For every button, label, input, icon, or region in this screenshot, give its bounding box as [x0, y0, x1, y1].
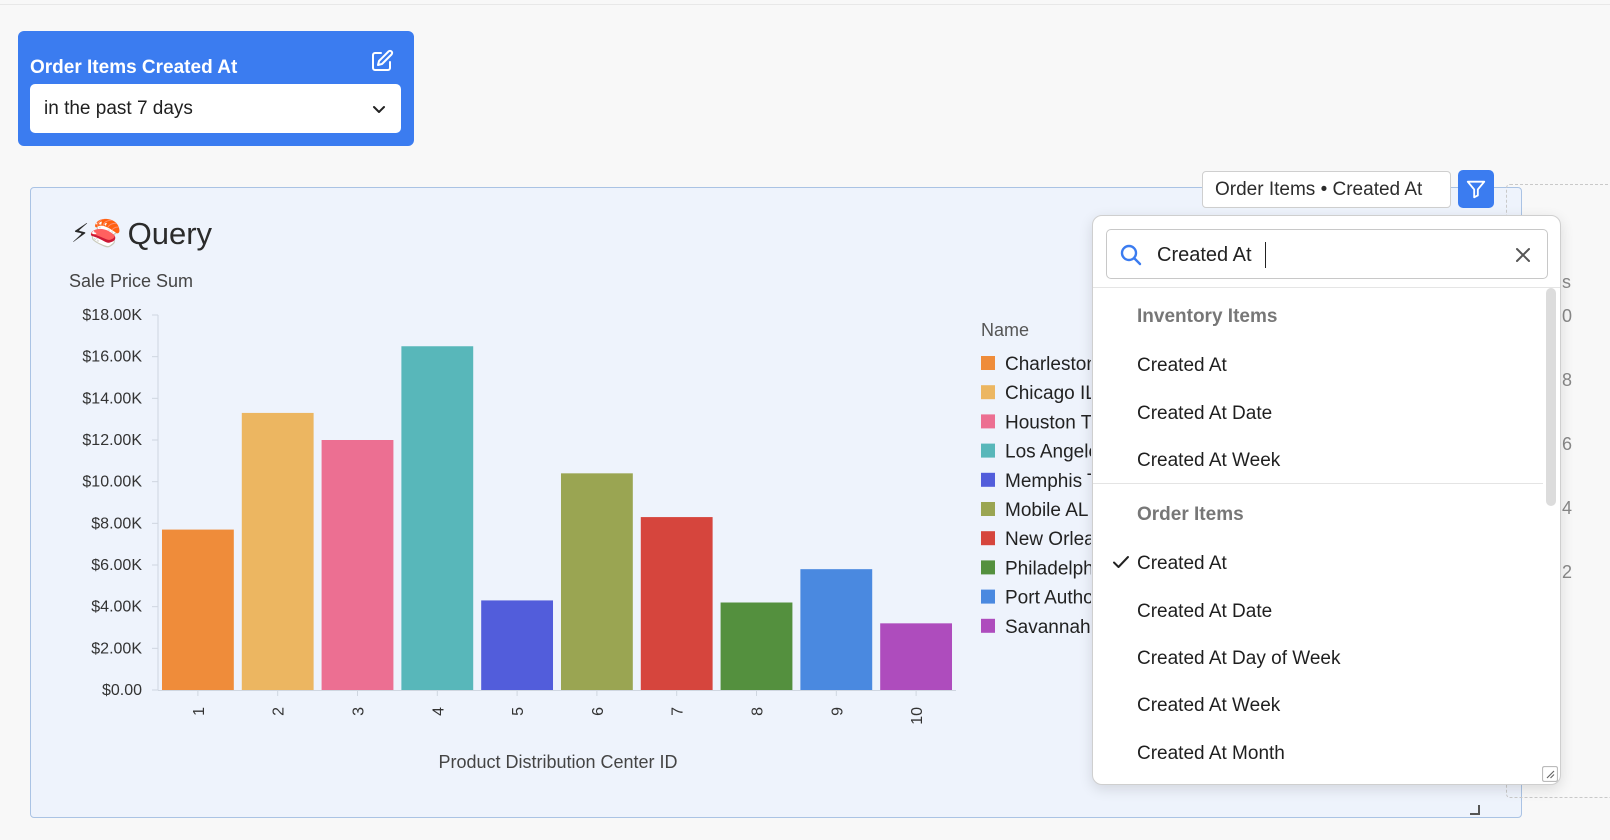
- x-axis: 1 2 3 4 5 6 7 8 9 10: [158, 690, 956, 725]
- x-tick-label: 8: [750, 707, 767, 716]
- option-inventory-created-at[interactable]: Created At: [1137, 355, 1227, 376]
- legend-swatch: [981, 356, 995, 370]
- field-search-input[interactable]: [1157, 241, 1497, 269]
- x-tick-label: 5: [510, 707, 527, 716]
- filter-widget: Order Items Created At in the past 7 day…: [18, 31, 414, 146]
- y-axis-title: Sale Price Sum: [69, 271, 193, 291]
- option-order-created-at-date[interactable]: Created At Date: [1137, 601, 1273, 622]
- y-tick-label: $14.00K: [82, 390, 142, 407]
- divider: [1093, 483, 1543, 484]
- divider: [1093, 287, 1560, 288]
- bar[interactable]: [560, 473, 633, 690]
- edge-text: 0: [1562, 306, 1573, 326]
- legend-swatch: [981, 502, 995, 516]
- x-tick-label: 1: [191, 707, 208, 716]
- bar[interactable]: [161, 529, 234, 690]
- legend-label[interactable]: Savannah: [1005, 617, 1091, 638]
- edge-text: s: [1562, 272, 1571, 292]
- field-picker-popover: Inventory Items Created At Created At Da…: [1092, 215, 1561, 785]
- resize-handle[interactable]: [1470, 805, 1480, 815]
- y-tick-label: $18.00K: [82, 307, 142, 324]
- date-range-value: in the past 7 days: [44, 98, 193, 119]
- y-tick-label: $12.00K: [82, 432, 142, 449]
- bars: [161, 346, 953, 691]
- y-tick-label: $0.00: [102, 682, 142, 699]
- legend-swatch: [981, 414, 995, 429]
- group-header-inventory-items: Inventory Items: [1137, 306, 1278, 327]
- check-icon: [1113, 556, 1129, 568]
- question-title-emoji: ⚡🍣: [71, 219, 122, 249]
- legend-label[interactable]: Philadelphia: [1005, 558, 1091, 579]
- question-title-text: Query: [127, 216, 213, 251]
- bar[interactable]: [481, 600, 554, 690]
- x-tick-label: 6: [590, 707, 607, 716]
- option-order-created-at-month[interactable]: Created At Month: [1137, 743, 1285, 764]
- y-tick-label: $8.00K: [91, 515, 142, 532]
- option-inventory-created-at-date[interactable]: Created At Date: [1137, 403, 1273, 424]
- x-tick-label: 3: [351, 707, 368, 716]
- filter-button[interactable]: [1458, 170, 1494, 208]
- legend: Charleston Chicago IL Houston TX Los Angele…: [981, 354, 1091, 638]
- x-tick-label: 9: [829, 707, 846, 716]
- legend-label[interactable]: Houston TX: [1005, 412, 1091, 433]
- legend-title: Name: [981, 320, 1029, 340]
- y-tick-label: $4.00K: [91, 599, 142, 616]
- field-search-box[interactable]: [1106, 229, 1548, 279]
- option-inventory-created-at-week[interactable]: Created At Week: [1137, 450, 1281, 471]
- edge-text: 4: [1562, 498, 1573, 518]
- legend-label[interactable]: Port Authority: [1005, 588, 1091, 609]
- legend-swatch: [981, 531, 995, 546]
- bar[interactable]: [241, 412, 314, 690]
- active-filter-badge[interactable]: Order Items • Created At: [1202, 171, 1451, 208]
- legend-swatch: [981, 385, 995, 400]
- option-order-created-at[interactable]: Created At: [1137, 553, 1227, 574]
- y-axis: $0.00 $2.00K $4.00K $6.00K $8.00K $10.00K $12.…: [82, 307, 159, 699]
- x-tick-label: 4: [430, 707, 447, 716]
- edit-icon[interactable]: [370, 49, 394, 73]
- edge-text: 6: [1562, 434, 1573, 454]
- legend-label[interactable]: Memphis TN: [1005, 471, 1091, 492]
- option-order-created-at-day-of-week[interactable]: Created At Day of Week: [1137, 648, 1341, 669]
- legend-swatch: [981, 472, 995, 487]
- x-tick-label: 2: [271, 707, 288, 716]
- y-tick-label: $6.00K: [91, 557, 142, 574]
- chevron-down-icon: [373, 106, 385, 113]
- bar[interactable]: [401, 346, 474, 690]
- funnel-icon: [1466, 180, 1486, 199]
- search-icon: [1120, 244, 1142, 266]
- question-title[interactable]: ⚡🍣 Query: [71, 216, 212, 252]
- bar[interactable]: [321, 440, 394, 690]
- option-order-created-at-week[interactable]: Created At Week: [1137, 695, 1281, 716]
- y-tick-label: $2.00K: [91, 640, 142, 657]
- resize-grip-icon[interactable]: [1542, 766, 1558, 782]
- x-tick-label: 7: [670, 707, 687, 716]
- y-tick-label: $16.00K: [82, 349, 142, 366]
- x-axis-title: Product Distribution Center ID: [438, 752, 677, 772]
- close-icon[interactable]: [1513, 245, 1533, 265]
- legend-label[interactable]: Mobile AL: [1005, 500, 1088, 521]
- legend-swatch: [981, 443, 995, 458]
- legend-swatch: [981, 589, 995, 604]
- y-tick-label: $10.00K: [82, 474, 142, 491]
- scrollbar[interactable]: [1546, 288, 1556, 506]
- edge-text: 8: [1562, 370, 1573, 390]
- edge-text: 2: [1562, 562, 1573, 582]
- bar-chart: Sale Price Sum Product Distribution Cent…: [69, 271, 1091, 772]
- x-tick-label: 10: [909, 707, 926, 725]
- filter-widget-title: Order Items Created At: [30, 57, 238, 78]
- top-divider: [0, 4, 1610, 5]
- bar[interactable]: [720, 602, 793, 691]
- text-caret: [1265, 242, 1266, 268]
- bar[interactable]: [880, 623, 953, 690]
- group-header-order-items: Order Items: [1137, 504, 1244, 525]
- bar[interactable]: [640, 517, 713, 690]
- legend-label[interactable]: Los Angeles: [1005, 442, 1091, 463]
- bar[interactable]: [800, 569, 873, 690]
- legend-swatch: [981, 560, 995, 575]
- date-range-select[interactable]: in the past 7 days: [30, 84, 401, 133]
- legend-label[interactable]: New Orleans: [1005, 529, 1091, 550]
- legend-label[interactable]: Chicago IL: [1005, 383, 1091, 404]
- legend-label[interactable]: Charleston: [1005, 354, 1091, 375]
- legend-swatch: [981, 618, 995, 633]
